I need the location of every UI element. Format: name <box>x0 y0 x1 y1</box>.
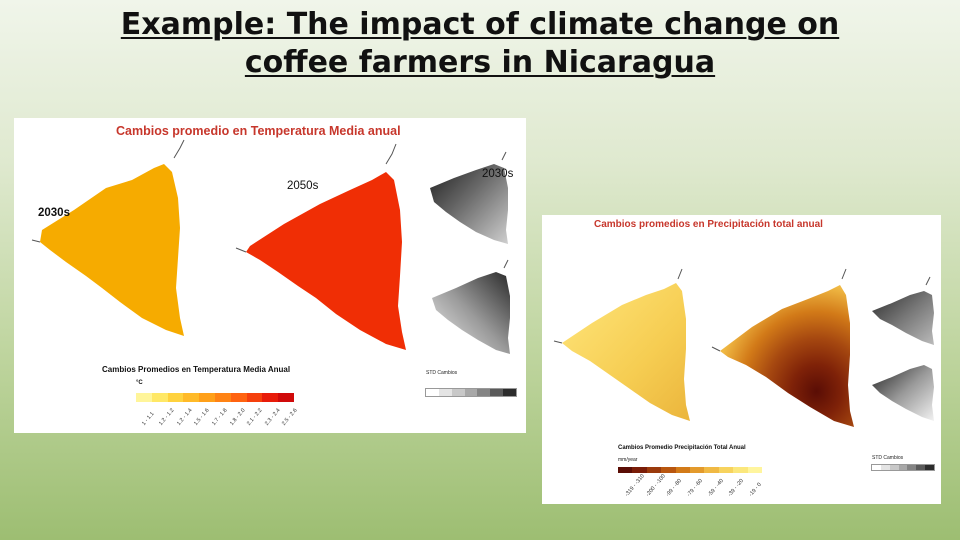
temperature-legend-colorbar <box>136 393 294 402</box>
temperature-std-legend-swatch <box>451 389 465 396</box>
precipitation-change-figure: Cambios promedios en Precipitación total… <box>542 215 941 504</box>
std-precip-map-2 <box>872 365 934 421</box>
temperature-std-legend-swatch <box>438 389 452 396</box>
temperature-std-legend-swatch <box>490 389 504 396</box>
temperature-legend-swatch <box>199 393 215 402</box>
temperature-std-title: STD Cambios <box>426 370 458 376</box>
temperature-figure-title: Cambios promedio en Temperatura Media an… <box>116 124 401 138</box>
temperature-legend-swatch <box>246 393 263 402</box>
precipitation-legend-swatch <box>733 467 748 473</box>
temperature-legend-swatch <box>214 393 231 402</box>
precipitation-legend-swatch <box>690 467 705 473</box>
precipitation-std-legend-swatch <box>916 465 926 470</box>
precipitation-std-legend-swatch <box>880 465 890 470</box>
temperature-change-figure: Cambios promedio en Temperatura Media an… <box>14 118 526 433</box>
std-map-2050s <box>432 272 510 354</box>
precipitation-legend-swatch <box>661 467 676 473</box>
temperature-maps <box>31 139 510 354</box>
precipitation-unit: mm/year <box>618 457 638 463</box>
temperature-legend-swatch <box>151 393 168 402</box>
label-2050s: 2050s <box>287 180 319 192</box>
precipitation-legend-colorbar <box>618 467 763 473</box>
temperature-legend-swatch <box>167 393 184 402</box>
precipitation-legend-swatch <box>675 467 691 473</box>
temperature-legend-title: Cambios Promedios en Temperatura Media A… <box>102 365 291 374</box>
precipitation-std-title: STD Cambios <box>872 455 904 461</box>
map-2050s <box>246 172 406 350</box>
temperature-std-colorbar <box>425 388 517 397</box>
precipitation-std-legend-swatch <box>898 465 908 470</box>
precipitation-legend-swatch <box>747 467 763 473</box>
precipitation-legend-swatch <box>718 467 734 473</box>
precipitation-std-legend-swatch <box>907 465 917 470</box>
precip-map-2030s <box>562 283 690 421</box>
temperature-legend-swatch <box>183 393 200 402</box>
slide-title: Example: The impact of climate change on… <box>0 6 960 82</box>
slide-title-line-2: coffee farmers in Nicaragua <box>244 45 716 80</box>
label-2030s-right: 2030s <box>482 168 514 180</box>
std-precip-map-1 <box>872 291 934 345</box>
temperature-unit: °C <box>136 380 143 386</box>
temperature-std-legend-swatch <box>477 389 491 396</box>
precipitation-std-legend-swatch <box>889 465 899 470</box>
precipitation-legend-swatch <box>632 467 647 473</box>
std-map-2030s <box>430 164 508 244</box>
temperature-legend-swatch <box>230 393 247 402</box>
precipitation-legend-swatch <box>618 467 633 473</box>
temperature-legend-swatch <box>136 393 152 402</box>
slide-title-line-1: Example: The impact of climate change on <box>120 7 840 42</box>
precipitation-legend-title: Cambios Promedio Precipitación Total Anu… <box>618 445 746 451</box>
precip-map-2050s <box>720 285 854 427</box>
temperature-std-legend-swatch <box>464 389 478 396</box>
precipitation-legend-swatch <box>646 467 662 473</box>
precipitation-std-legend-swatch <box>872 465 881 470</box>
temperature-std-legend-swatch <box>426 389 439 396</box>
label-2030s-left: 2030s <box>38 207 70 219</box>
temperature-legend-swatch <box>278 393 294 402</box>
temperature-legend-swatch <box>262 393 279 402</box>
precipitation-legend-swatch <box>704 467 719 473</box>
map-2030s <box>40 164 184 336</box>
precipitation-figure-title: Cambios promedios en Precipitación total… <box>594 219 823 230</box>
precipitation-maps <box>553 268 934 427</box>
precipitation-std-legend-swatch <box>925 465 935 470</box>
precipitation-std-colorbar <box>871 464 935 471</box>
temperature-std-legend-swatch <box>503 389 517 396</box>
